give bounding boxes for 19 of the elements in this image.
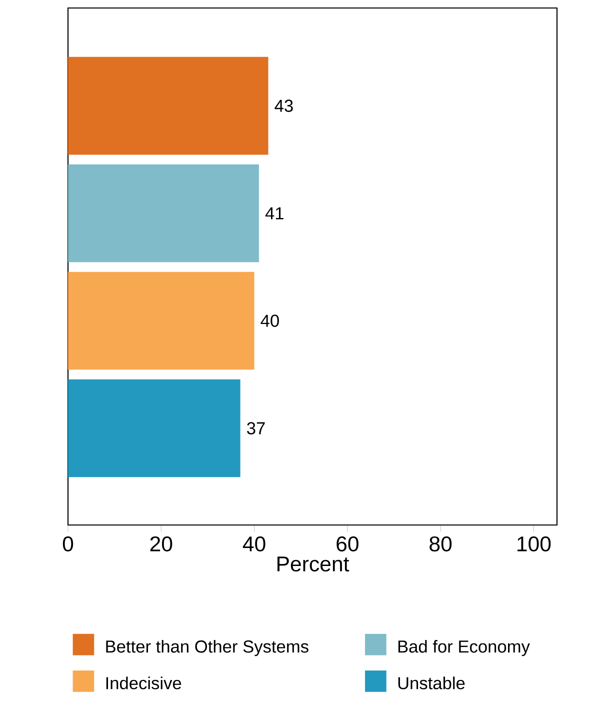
data-label: 40	[260, 314, 279, 327]
bar	[68, 272, 254, 370]
x-tick-label: 60	[336, 536, 358, 552]
x-tick-label: 20	[150, 536, 172, 552]
legend-label: Better than Other Systems	[106, 640, 308, 656]
data-label: 43	[274, 100, 293, 112]
x-tick-label: 40	[242, 536, 266, 552]
x-tick-label: 100	[518, 536, 551, 552]
x-tick-label: 0	[62, 536, 74, 552]
data-label: 41	[265, 207, 284, 220]
bar	[68, 56, 268, 155]
x-axis-title: Percent	[277, 556, 350, 572]
x-tick-label: 80	[430, 536, 452, 552]
legend-label: Bad for Economy	[398, 640, 530, 656]
bar	[68, 164, 259, 262]
data-label: 37	[247, 422, 265, 434]
legend-label: Indecisive	[106, 676, 182, 690]
legend-label: Unstable	[398, 676, 465, 690]
bar	[68, 379, 240, 478]
